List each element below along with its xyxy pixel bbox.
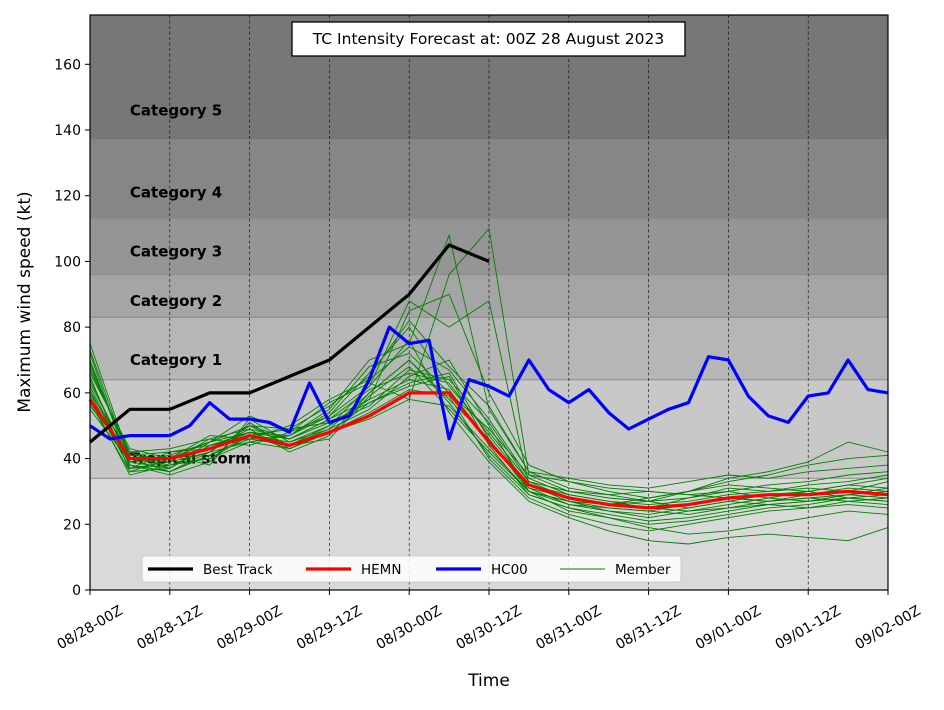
x-axis-label: Time bbox=[467, 671, 510, 691]
chart-title: TC Intensity Forecast at: 00Z 28 August … bbox=[312, 30, 664, 48]
band-label: Category 2 bbox=[130, 292, 222, 310]
legend-label: Member bbox=[615, 562, 671, 578]
band-label: Category 1 bbox=[130, 351, 222, 369]
chart-title-box: TC Intensity Forecast at: 00Z 28 August … bbox=[291, 21, 686, 57]
y-tick-label: 160 bbox=[54, 57, 81, 73]
member-line bbox=[89, 369, 889, 502]
legend-label: HEMN bbox=[361, 562, 401, 578]
y-tick-label: 140 bbox=[54, 123, 81, 139]
legend: Best Track HEMN HC00 Member bbox=[141, 555, 682, 583]
band-label: Category 3 bbox=[130, 243, 222, 261]
y-tick-label: 100 bbox=[54, 254, 81, 270]
ensemble-members bbox=[89, 228, 889, 545]
y-tick-label: 120 bbox=[54, 189, 81, 205]
band-category-1 bbox=[90, 317, 888, 380]
y-tick-label: 0 bbox=[72, 583, 81, 599]
band-label: Category 4 bbox=[130, 183, 222, 201]
legend-label: HC00 bbox=[491, 562, 528, 578]
band-category-4 bbox=[90, 139, 888, 219]
series-line-hemn bbox=[88, 391, 889, 510]
y-tick-label: 60 bbox=[63, 386, 81, 402]
member-line bbox=[89, 359, 889, 535]
y-axis-label: Maximum wind speed (kt) bbox=[15, 191, 35, 412]
member-line bbox=[89, 379, 889, 515]
main-series bbox=[88, 243, 889, 510]
y-axis: 0 20 40 60 80 100 120 140 160 bbox=[54, 57, 90, 599]
legend-label: Best Track bbox=[203, 562, 273, 578]
y-tick-label: 80 bbox=[63, 320, 81, 336]
member-line bbox=[89, 320, 889, 489]
member-line bbox=[89, 372, 889, 512]
series-line-best-track bbox=[88, 243, 490, 444]
series-line-hc00 bbox=[89, 325, 889, 441]
y-tick-label: 20 bbox=[63, 517, 81, 533]
member-line bbox=[89, 300, 889, 506]
band-label: Category 5 bbox=[130, 101, 222, 119]
y-tick-label: 40 bbox=[63, 452, 81, 468]
